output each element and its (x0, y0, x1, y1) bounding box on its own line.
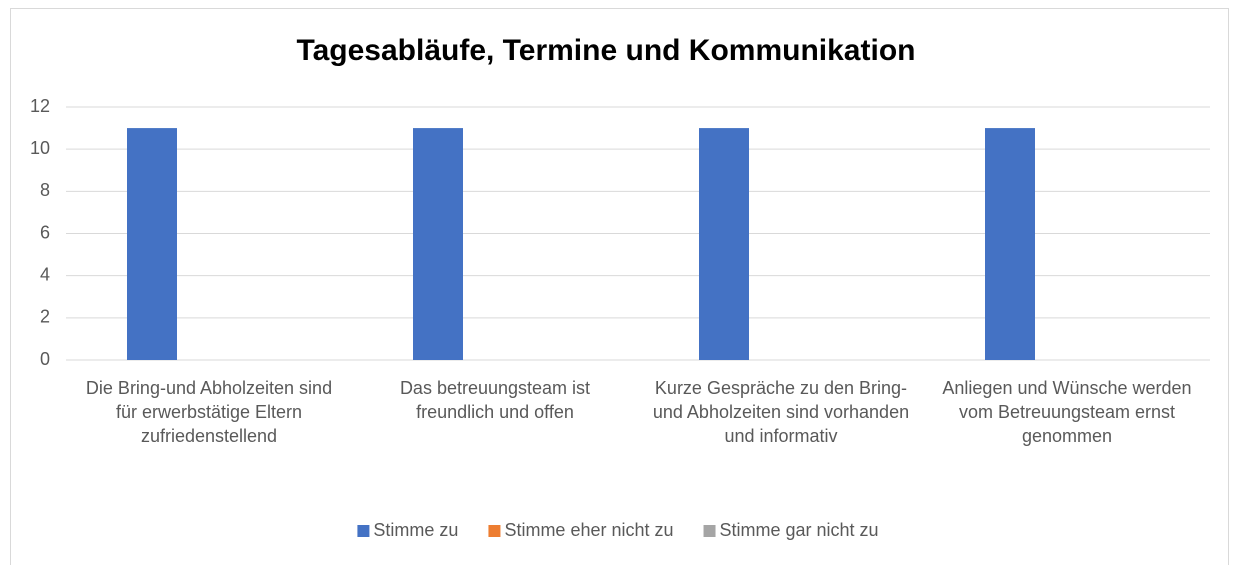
legend-swatch (488, 525, 501, 537)
x-tick-label: Die Bring-und Abholzeiten sind für erwer… (85, 378, 333, 446)
chart-frame (10, 8, 1229, 565)
y-tick-label: 10 (30, 138, 50, 158)
legend-label: Stimme zu (373, 520, 458, 540)
legend-label: Stimme eher nicht zu (504, 520, 673, 540)
y-tick-label: 12 (30, 96, 50, 116)
y-tick-label: 2 (40, 307, 50, 327)
legend-swatch (703, 525, 716, 537)
y-tick-label: 8 (40, 180, 50, 200)
y-tick-label: 0 (40, 349, 50, 369)
bar (699, 128, 749, 360)
x-tick-label: Kurze Gespräche zu den Bring- und Abholz… (652, 378, 910, 446)
bar (413, 128, 463, 360)
legend-swatch (357, 525, 370, 537)
bar (127, 128, 177, 360)
legend-label: Stimme gar nicht zu (720, 520, 879, 540)
chart-title: Tagesabläufe, Termine und Kommunikation (297, 34, 916, 67)
x-tick-label: Das betreuungsteam ist freundlich und of… (399, 378, 591, 422)
y-tick-label: 6 (40, 222, 50, 242)
y-tick-label: 4 (40, 264, 50, 284)
bar (985, 128, 1035, 360)
x-tick-label: Anliegen und Wünsche werden vom Betreuun… (942, 378, 1192, 446)
